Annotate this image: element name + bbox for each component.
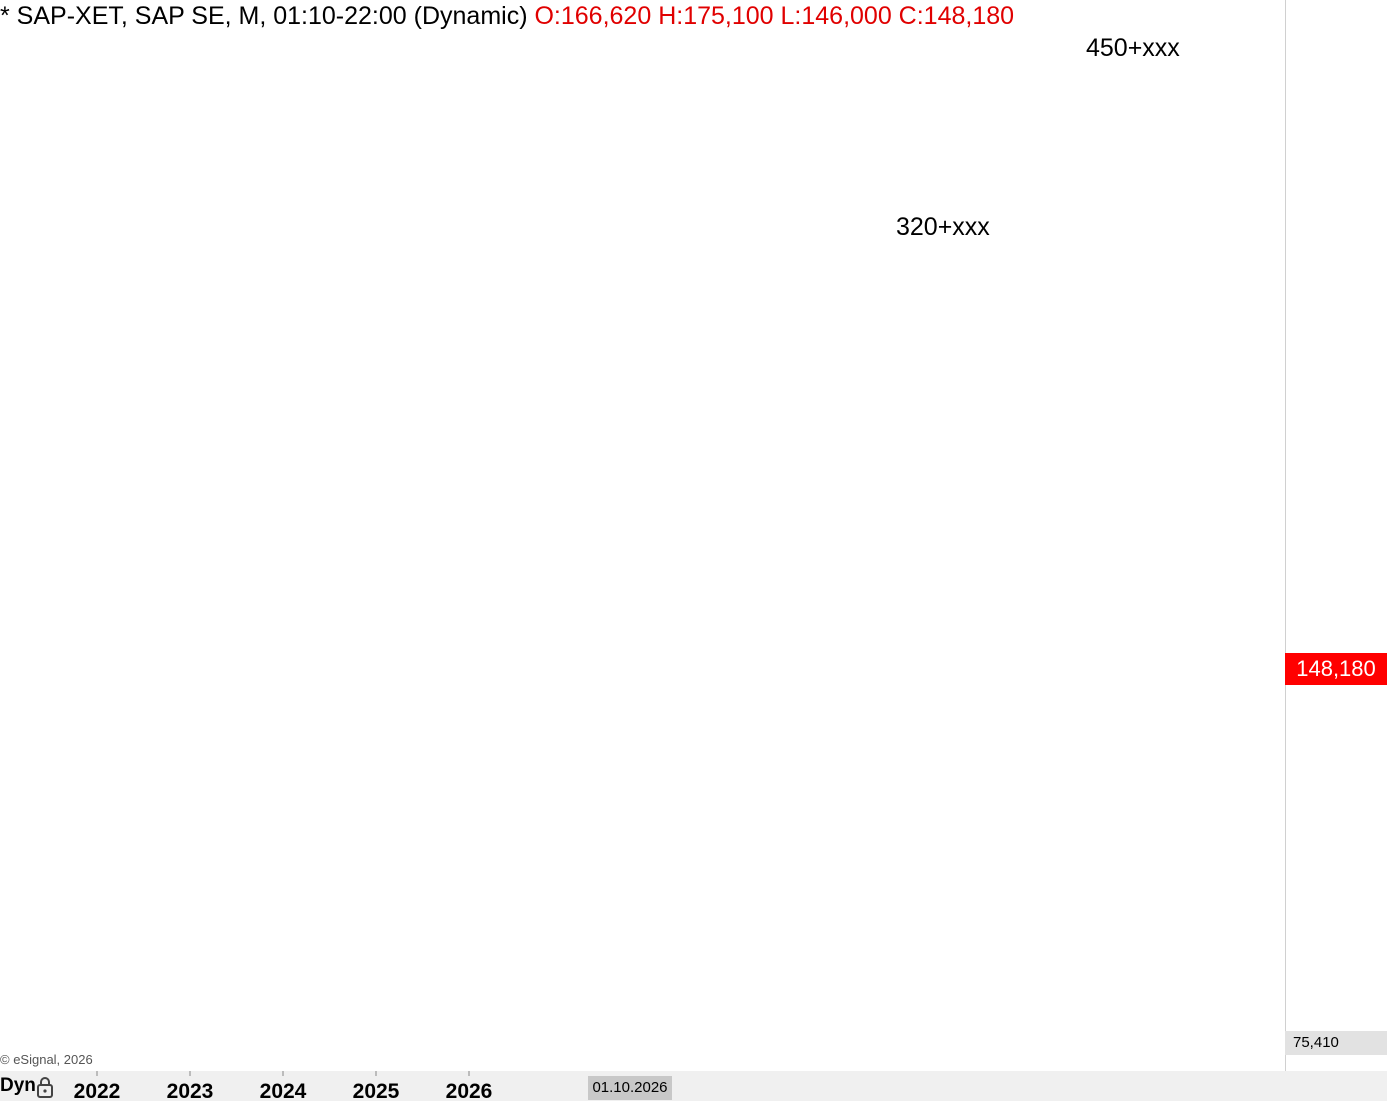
annotation-target-mid: 320+xxx (896, 213, 990, 241)
dynamic-mode-label[interactable]: Dyn (0, 1075, 36, 1096)
axis-min-label: 75,410 (1285, 1031, 1387, 1055)
time-axis-labels: 2022 2023 2024 2025 2026 (74, 1071, 493, 1101)
price-axis[interactable] (1285, 0, 1387, 1071)
cursor-date-badge: 01.10.2026 (588, 1076, 672, 1100)
ohlc-values: O:166,620 H:175,100 L:146,000 C:148,180 (534, 2, 1015, 30)
lock-icon[interactable] (36, 1076, 54, 1098)
candlestick-chart[interactable] (0, 0, 1285, 1071)
time-tick-label: 2026 (446, 1080, 493, 1101)
time-tick-label: 2022 (74, 1080, 121, 1101)
chart-title: * SAP-XET, SAP SE, M, 01:10-22:00 (Dynam… (0, 2, 1014, 31)
last-price-badge: 148,180 (1285, 653, 1387, 685)
symbol-title: * SAP-XET, SAP SE, M, 01:10-22:00 (Dynam… (0, 2, 528, 30)
chart-plot-area[interactable] (0, 0, 1285, 1071)
time-axis[interactable]: 2022 2023 2024 2025 2026 (0, 1071, 1387, 1101)
copyright-notice: © eSignal, 2026 (0, 1052, 93, 1067)
price-axis-ticks (1286, 0, 1387, 1071)
time-tick-label: 2023 (167, 1080, 214, 1101)
time-tick-label: 2025 (353, 1080, 400, 1101)
time-tick-label: 2024 (260, 1080, 307, 1101)
annotation-target-high: 450+xxx (1086, 34, 1180, 62)
